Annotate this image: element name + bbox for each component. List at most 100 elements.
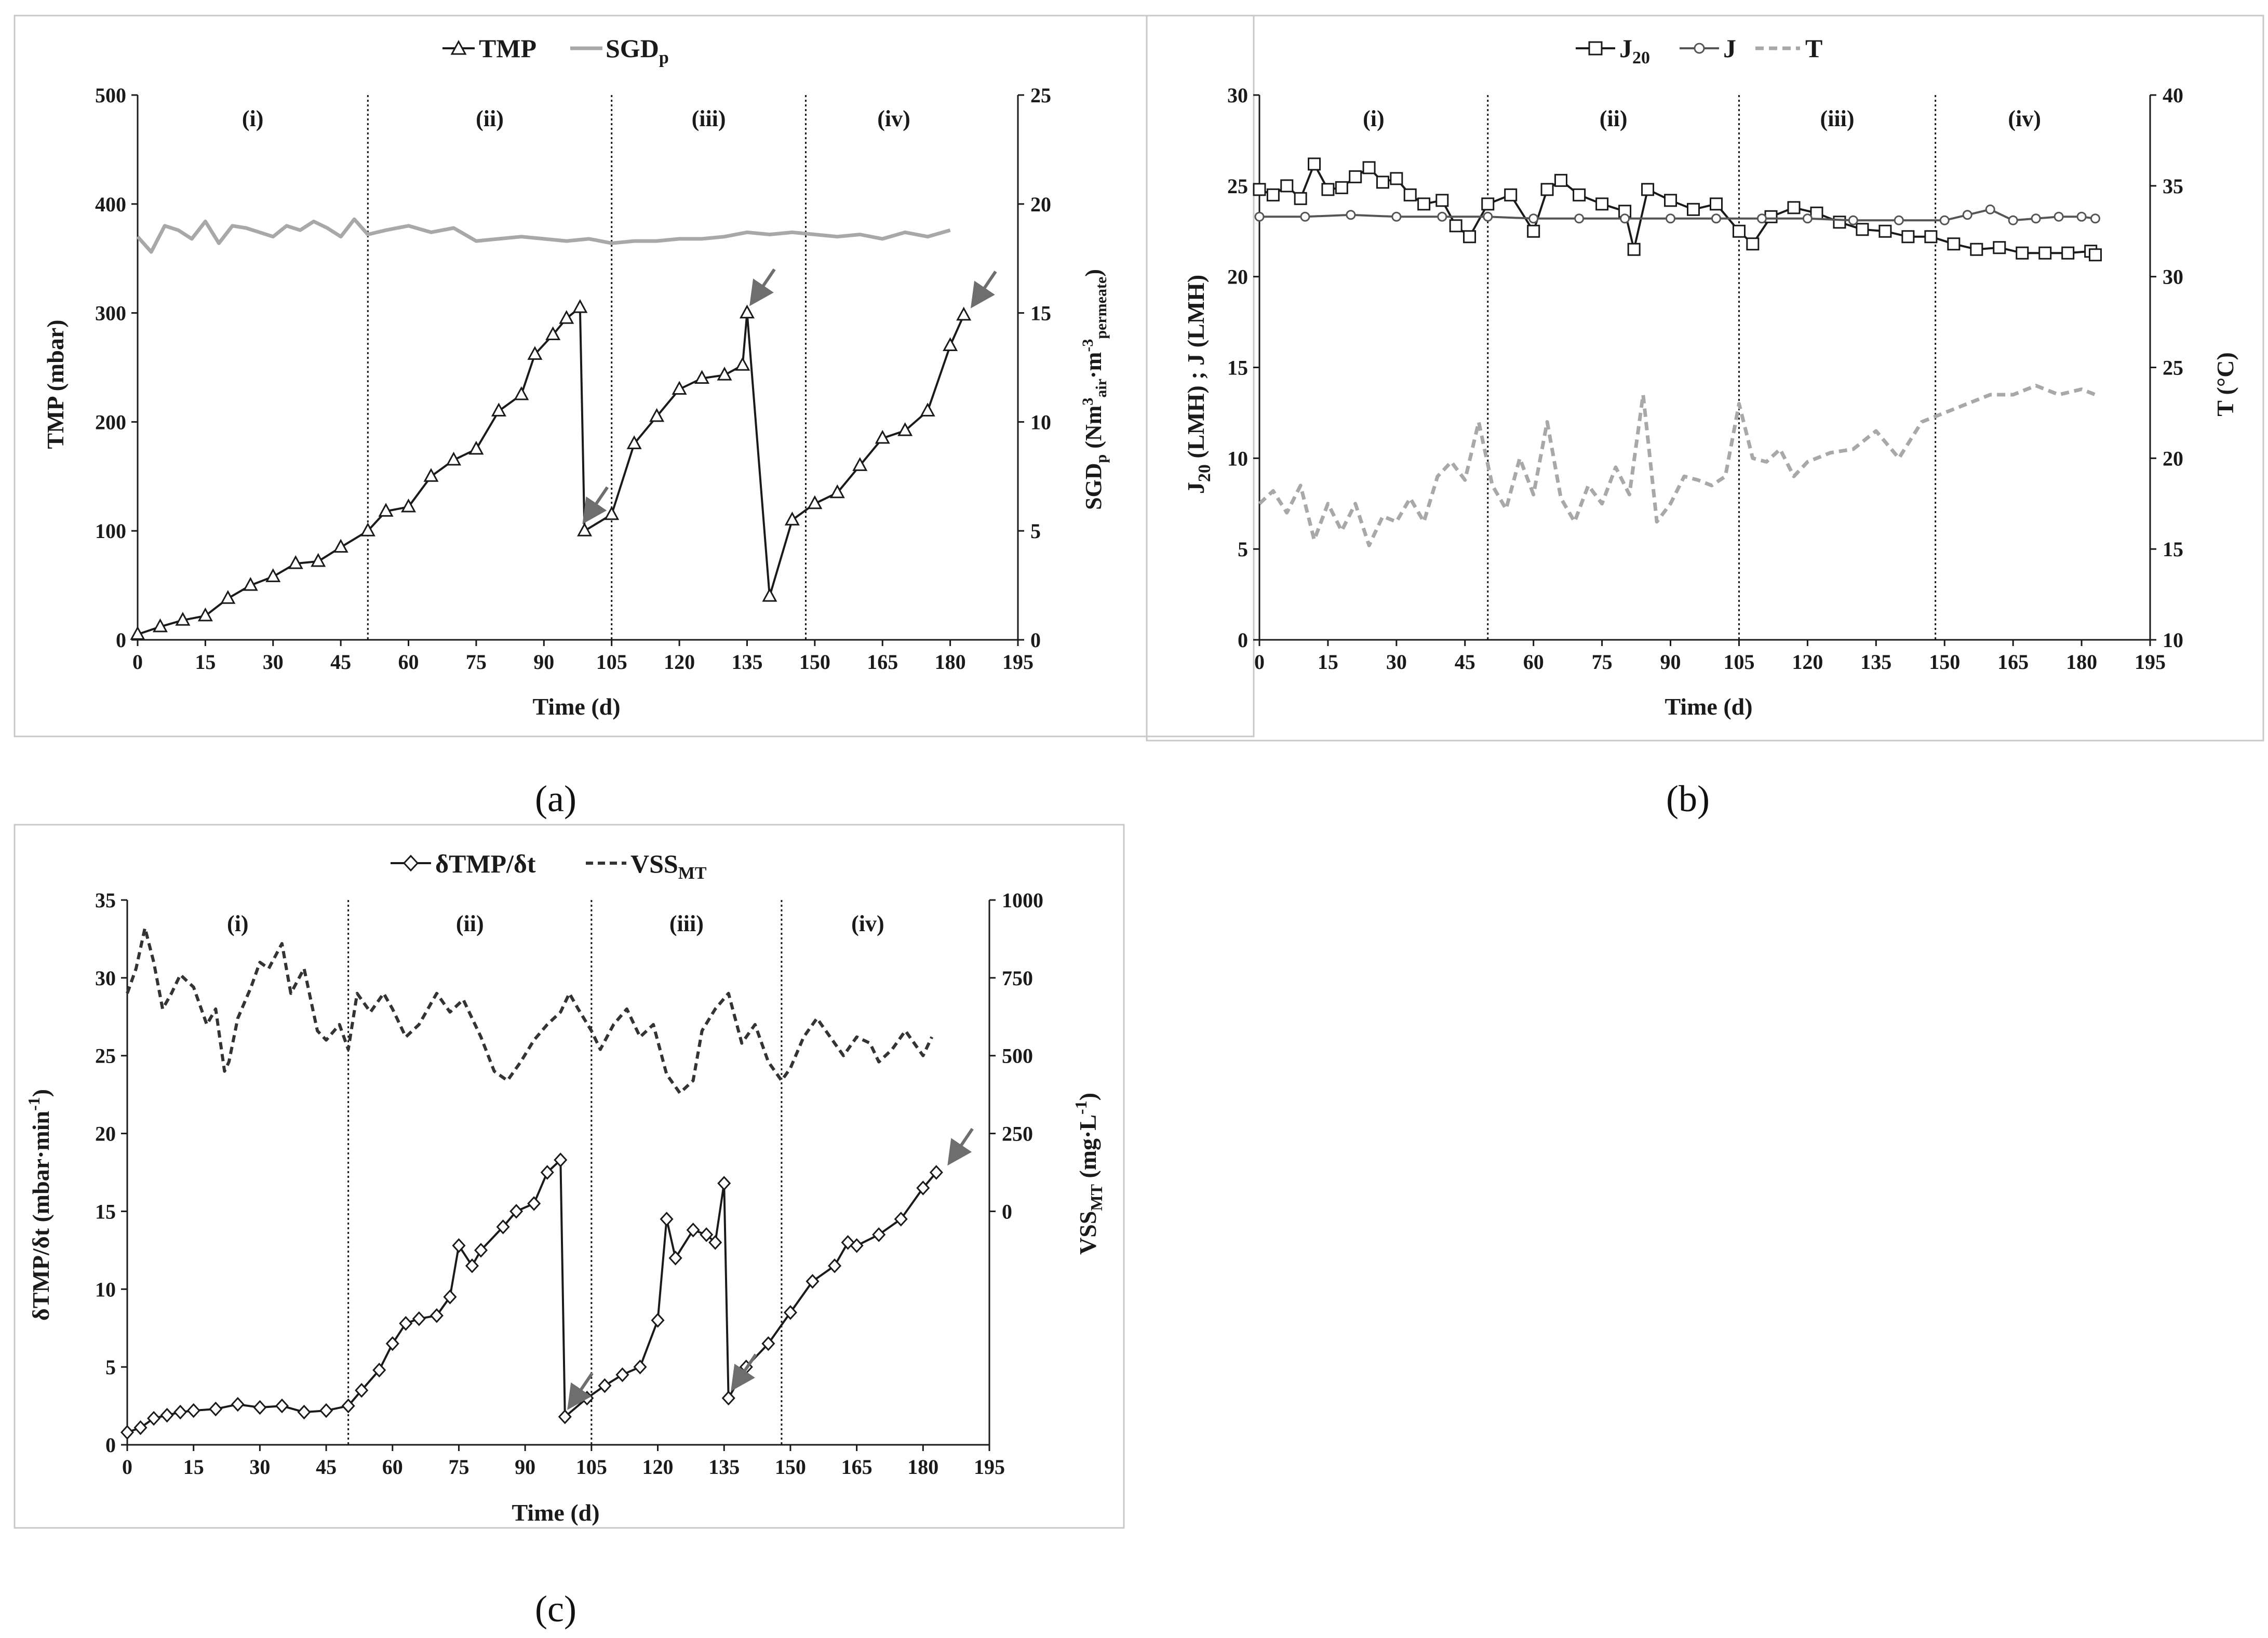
- chart-a-series-sgdp-line: [136, 217, 951, 254]
- chart-b-y2-tick-label: 40: [2163, 84, 2183, 107]
- chart-a-period-label: (iv): [877, 106, 910, 131]
- chart-b-series-j20-point: [1335, 181, 1348, 194]
- chart-a-y2-tick-label: 5: [1030, 519, 1041, 543]
- chart-c-series--tmp-t-point: [668, 1251, 682, 1266]
- chart-c-x-axis-label: Time (d): [512, 1499, 599, 1526]
- chart-a-series-tmp-point: [401, 498, 417, 513]
- chart-c-series--tmp-t-point: [721, 1390, 735, 1406]
- chart-a-series-tmp-point: [920, 402, 935, 417]
- chart-b-series-j20-point: [1993, 241, 2006, 254]
- chart-b-series-j20-point: [1294, 192, 1307, 205]
- chart-b-series-j20-point: [1595, 197, 1609, 211]
- chart-a-series-tmp-point: [130, 626, 145, 640]
- chart-c-y-tick-label: 25: [95, 1044, 116, 1068]
- chart-b-x-tick-label: 45: [1455, 650, 1475, 674]
- chart-c-x-tick-label: 195: [974, 1455, 1005, 1479]
- chart-a-series-tmp-point: [220, 590, 236, 604]
- chart-a-y2-tick-label: 15: [1030, 302, 1051, 325]
- chart-a-y-tick-label: 400: [95, 193, 126, 216]
- chart-a-series-tmp-point: [577, 522, 593, 536]
- legend-b-j20-marker: [1588, 41, 1603, 56]
- chart-b-series-j20-point: [1709, 197, 1723, 211]
- chart-c-y-tick-label: 20: [95, 1122, 116, 1146]
- chart-a-x-tick-label: 15: [195, 650, 216, 674]
- chart-b-border: [1146, 15, 2264, 742]
- chart-c-series--tmp-t-point: [509, 1204, 524, 1219]
- chart-c-series-vssmt-line: [126, 926, 934, 1095]
- chart-c-series--tmp-t-point: [341, 1398, 355, 1414]
- chart-a-series-tmp-point: [626, 435, 642, 449]
- chart-c-y2-tick-label: 750: [1002, 966, 1033, 990]
- chart-a-y-tick-label: 500: [95, 84, 126, 107]
- chart-b-legend: J20 J T: [1576, 34, 1822, 68]
- chart-c-series--tmp-t-point: [540, 1165, 554, 1180]
- chart-c-series--tmp-t-point: [806, 1274, 820, 1289]
- chart-c-series--tmp-t-point: [651, 1313, 665, 1328]
- chart-a-series-tmp-point: [423, 468, 439, 482]
- chart-c-x-tick-label: 180: [907, 1455, 938, 1479]
- chart-a-series-tmp-point: [852, 457, 868, 471]
- chart-b-series-j20-point: [1390, 172, 1403, 185]
- chart-b-series-j20-point: [2016, 246, 2029, 260]
- chart-a-series-tmp-point: [943, 337, 958, 352]
- chart-a-x-tick-label: 0: [132, 650, 143, 674]
- chart-c-period-label: (iv): [851, 911, 884, 936]
- chart-c-x-tick-label: 75: [448, 1455, 469, 1479]
- chart-a-series-tmp-point: [739, 304, 755, 319]
- legend-c-dtmp-marker: [402, 854, 419, 872]
- chart-b-series-j-point: [2076, 211, 2087, 222]
- legend-a-sgd-label: SGDp: [606, 34, 669, 68]
- chart-c-border: [14, 824, 1125, 1529]
- chart-b-series-j-point: [2054, 211, 2064, 222]
- legend-a-tmp-label: TMP: [479, 34, 536, 63]
- chart-b-y-tick-label: 15: [1227, 356, 1248, 380]
- chart-c-series--tmp-t-point: [554, 1152, 568, 1167]
- chart-b-series-j20-point: [1481, 197, 1495, 211]
- chart-c-series--tmp-t-point: [186, 1403, 200, 1418]
- chart-c-y-tick-label: 15: [95, 1200, 116, 1223]
- chart-c-fouling-arrow: [731, 1353, 757, 1391]
- chart-a-series-tmp-point: [649, 408, 665, 422]
- chart-c-period-label: (ii): [456, 911, 484, 936]
- chart-c-series--tmp-t-point: [474, 1243, 488, 1258]
- chart-a-series-tmp-point: [735, 357, 750, 371]
- chart-c-series--tmp-t-point: [558, 1409, 572, 1425]
- chart-b-y2-axis-label: T (°C): [2212, 352, 2238, 417]
- chart-c-series--tmp-t-point: [686, 1223, 700, 1238]
- chart-a-fouling-arrow: [749, 268, 776, 306]
- chart-c-series--tmp-t-point: [496, 1219, 510, 1234]
- chart-a-y-tick-label: 300: [95, 302, 126, 325]
- chart-b-series-j20-point: [1504, 188, 1518, 202]
- legend-b-j20-label: J20: [1619, 34, 1650, 68]
- chart-b-series-j-point: [1756, 213, 1767, 224]
- chart-a-series-tmp-point: [672, 381, 687, 395]
- chart-a-x-tick-label: 165: [867, 650, 898, 674]
- chart-c-series--tmp-t-point: [275, 1398, 289, 1414]
- chart-c-series--tmp-t-point: [660, 1212, 674, 1227]
- chart-b-series-j-point: [1437, 211, 1447, 222]
- chart-b-period-label: (ii): [1600, 106, 1628, 131]
- chart-c-series--tmp-t-point: [319, 1403, 333, 1418]
- chart-c-series--tmp-t-point: [633, 1359, 647, 1375]
- chart-c-series--tmp-t-point: [297, 1404, 311, 1420]
- chart-a-y2-tick-label: 20: [1030, 193, 1051, 216]
- chart-c-series--tmp-t-point: [133, 1420, 147, 1435]
- chart-b-series-j20-point: [1573, 188, 1586, 202]
- chart-b-y2-tick-label: 20: [2163, 447, 2183, 470]
- chart-c-y-tick-label: 10: [95, 1278, 116, 1301]
- chart-b-series-j20-point: [1901, 230, 1915, 244]
- chart-b-series-j20-point: [1970, 243, 1983, 256]
- chart-c-x-tick-label: 150: [775, 1455, 806, 1479]
- chart-b-y2-tick-label: 10: [2163, 628, 2183, 652]
- chart-a-x-tick-label: 180: [935, 650, 966, 674]
- chart-c-y-tick-label: 30: [95, 966, 116, 990]
- chart-b-x-tick-label: 60: [1523, 650, 1544, 674]
- chart-c-x-tick-label: 90: [515, 1455, 535, 1479]
- legend-c-vss-label: VSSMT: [630, 849, 707, 883]
- chart-a-series-tmp-point: [152, 618, 168, 633]
- chart-a-series-tmp-point: [288, 555, 303, 569]
- chart-a-series-tmp-point: [514, 386, 529, 400]
- chart-b-series-j-point: [1962, 210, 1972, 220]
- chart-a-x-tick-label: 120: [664, 650, 695, 674]
